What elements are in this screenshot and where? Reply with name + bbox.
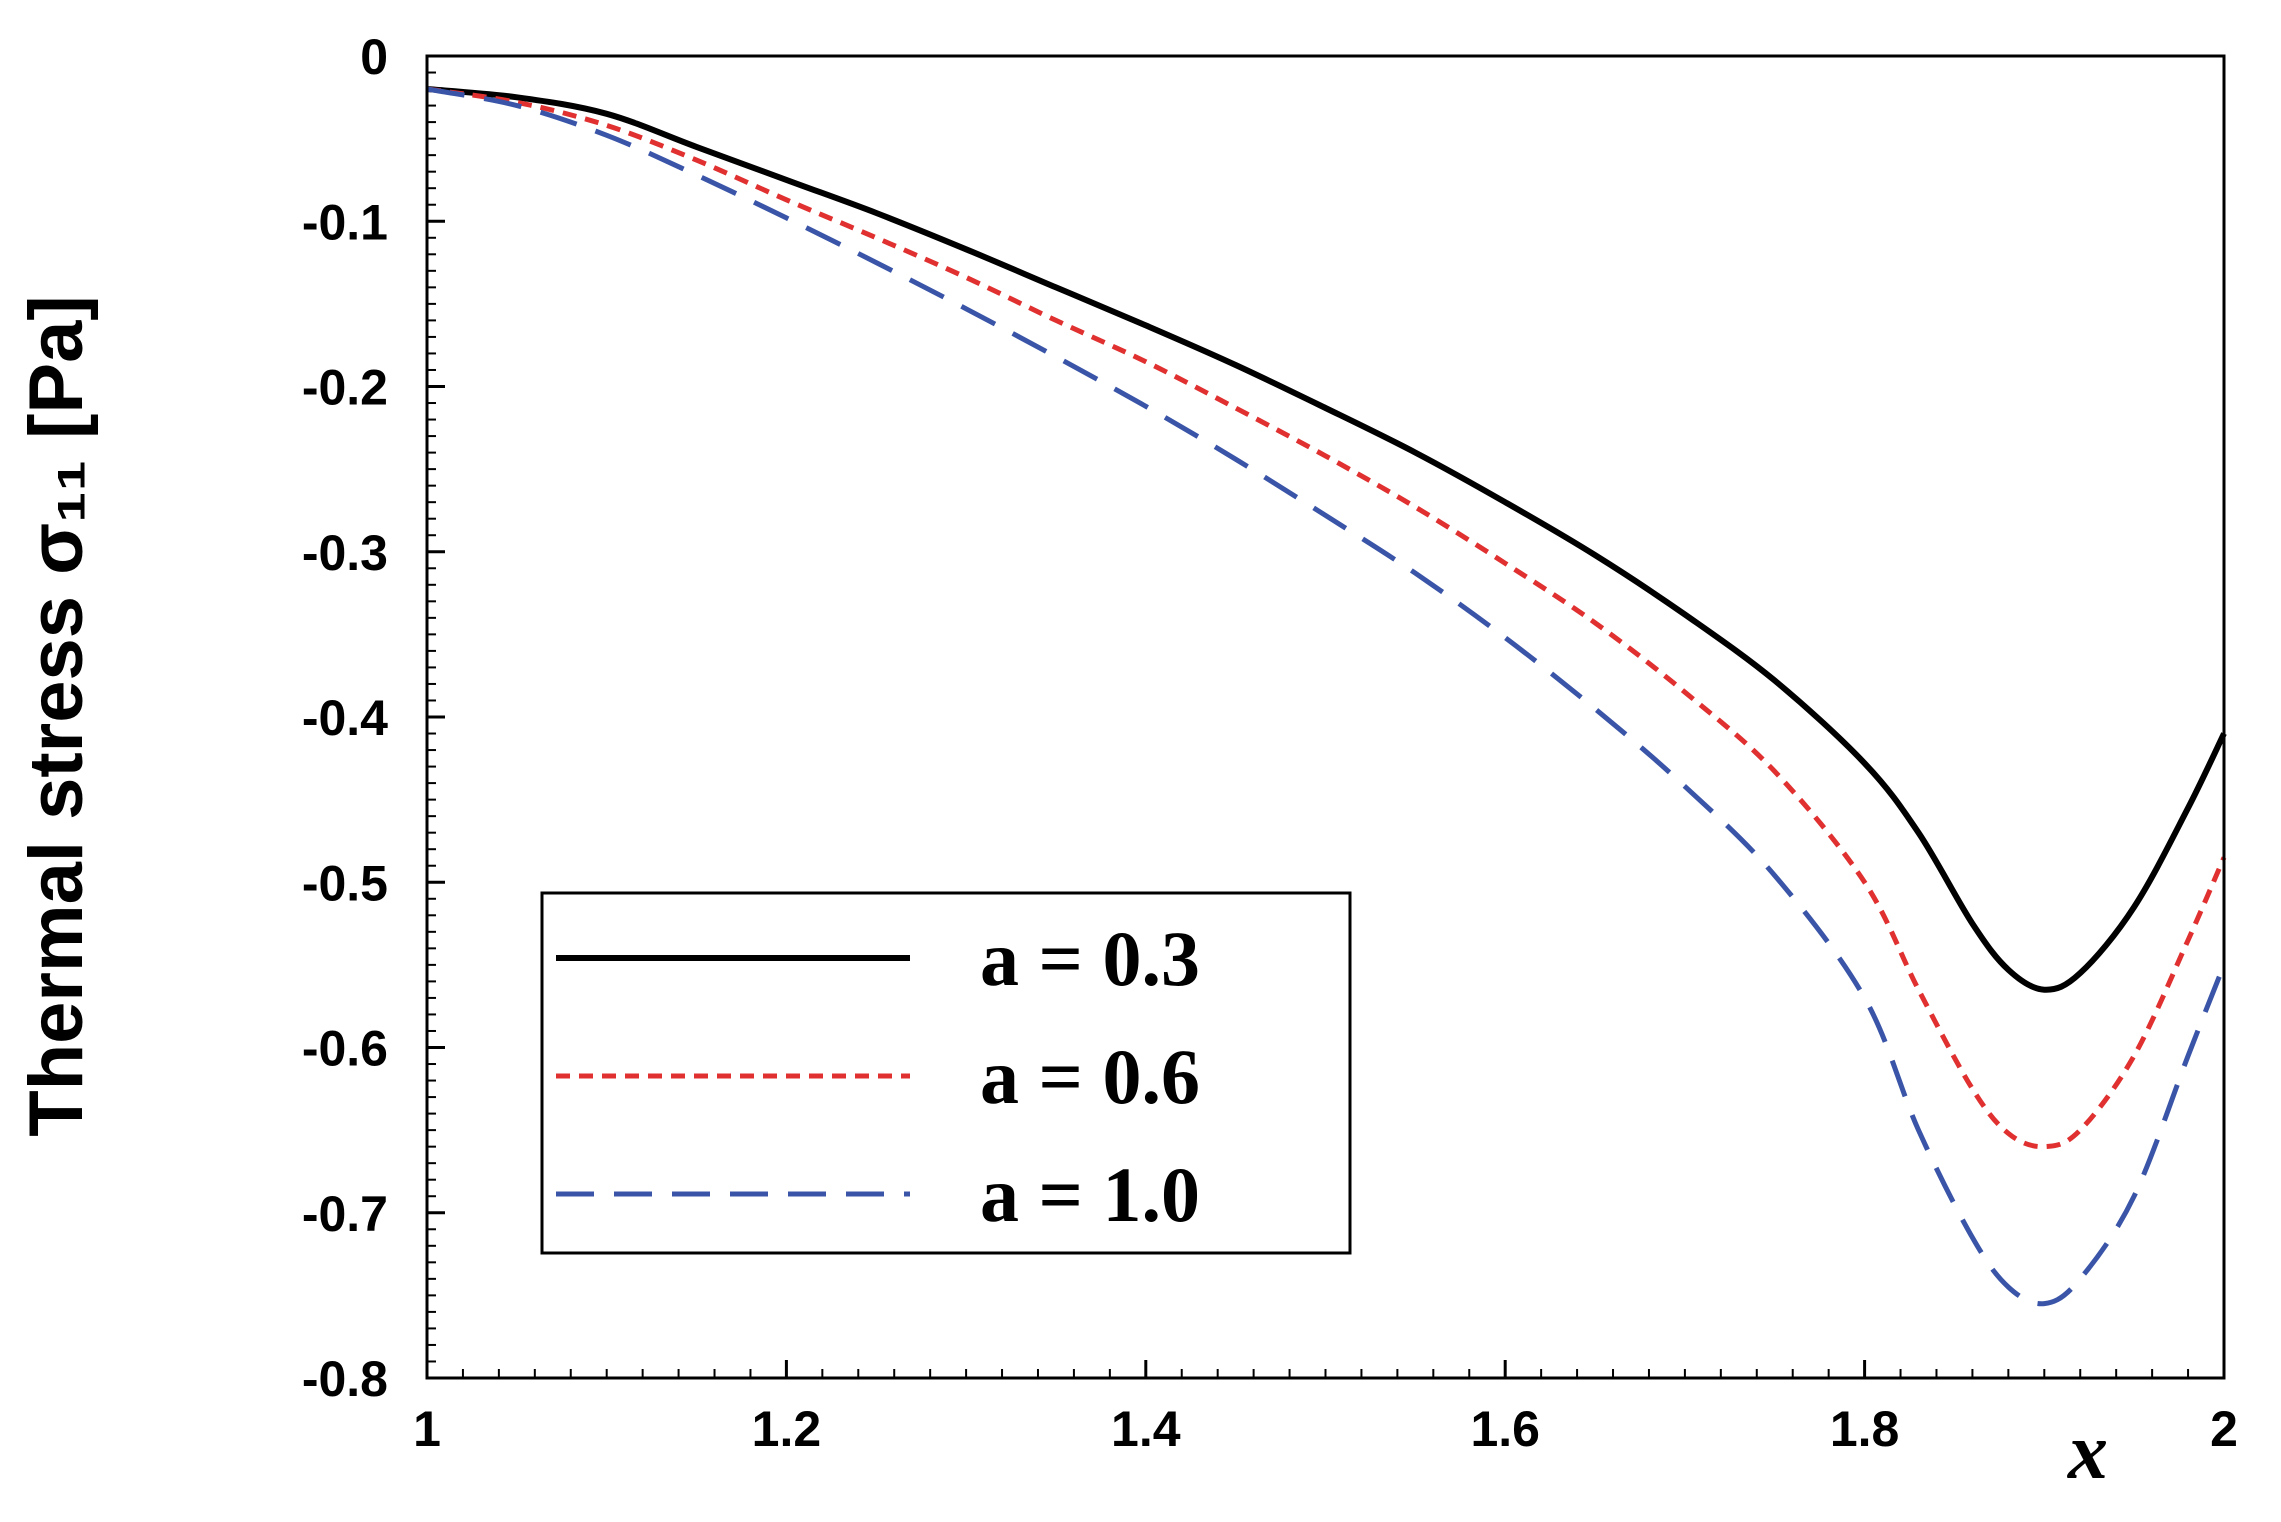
- y-axis-title: Thermal stress σ₁₁ [Pa]: [14, 295, 99, 1136]
- x-axis-title: x: [2067, 1408, 2108, 1496]
- plot-frame: [425, 54, 2226, 1380]
- y-tick-labels: 0 -0.1 -0.2 -0.3 -0.4 -0.5 -0.6 -0.7 -0.8: [302, 29, 388, 1407]
- y-tick-label: -0.5: [302, 855, 388, 911]
- x-tick-label: 1.8: [1830, 1401, 1900, 1457]
- y-tick-label: -0.1: [302, 194, 388, 250]
- legend-label-a-1-0: a = 1.0: [980, 1151, 1200, 1238]
- y-tick-label: -0.8: [302, 1351, 388, 1407]
- x-tick-label: 1.4: [1111, 1401, 1181, 1457]
- x-tick-label: 1.2: [752, 1401, 822, 1457]
- y-tick-label: 0: [360, 29, 388, 85]
- x-tick-label: 1: [413, 1401, 441, 1457]
- series-line-1: [426, 86, 2227, 993]
- y-tick-label: -0.7: [302, 1186, 388, 1242]
- y-tick-label: -0.6: [302, 1021, 388, 1077]
- legend-label-a-0-6: a = 0.6: [980, 1033, 1200, 1120]
- series-line-3: [426, 86, 2227, 1307]
- x-tick-labels: 1 1.2 1.4 1.6 1.8 2: [413, 1401, 2238, 1457]
- x-tick-label: 2: [2210, 1401, 2238, 1457]
- legend-label-a-0-3: a = 0.3: [980, 915, 1200, 1002]
- y-tick-label: -0.4: [302, 690, 388, 746]
- x-tick-label: 1.6: [1470, 1401, 1540, 1457]
- legend-box: [540, 891, 1352, 1255]
- series-line-2: [426, 86, 2227, 1150]
- legend: a = 0.3 a = 0.6 a = 1.0: [540, 891, 1352, 1255]
- y-tick-label: -0.3: [302, 525, 388, 581]
- y-tick-label: -0.2: [302, 360, 388, 416]
- series-layer: [426, 86, 2227, 1307]
